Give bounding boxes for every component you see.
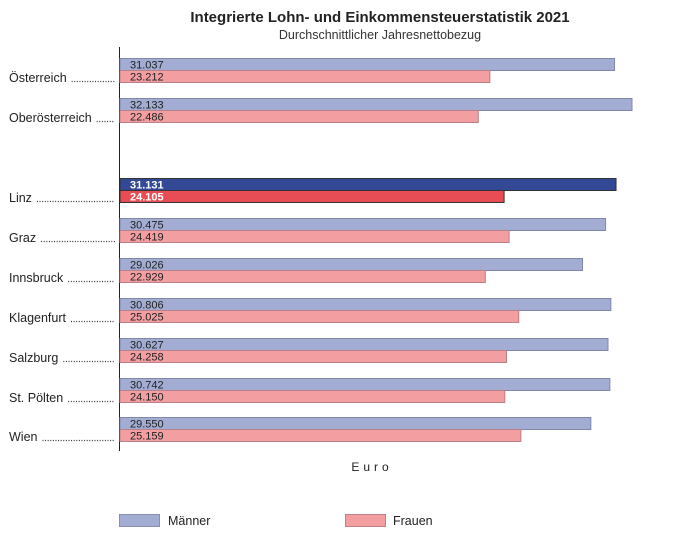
x-axis-label: Euro — [351, 460, 392, 474]
bar-frauen — [119, 270, 486, 283]
chart-title: Integrierte Lohn- und Einkommensteuersta… — [190, 9, 570, 26]
bar-maenner — [119, 298, 612, 311]
bar-frauen — [119, 230, 510, 243]
data-label: 24.419 — [130, 232, 164, 244]
data-label: 25.159 — [130, 431, 164, 443]
category-label: Wien — [9, 430, 38, 444]
category-label: Innsbruck — [9, 271, 64, 285]
bar-maenner — [119, 378, 611, 391]
bar-frauen — [119, 70, 491, 83]
data-label: 30.627 — [130, 340, 164, 352]
bar-maenner — [119, 258, 583, 271]
data-label: 32.133 — [130, 100, 164, 112]
data-label: 31.037 — [130, 60, 164, 72]
legend-swatch-frauen — [345, 514, 386, 527]
legend-label-frauen: Frauen — [393, 514, 433, 528]
category-label: Österreich — [9, 71, 67, 85]
bar-maenner — [119, 417, 592, 430]
category-label: Salzburg — [9, 351, 58, 365]
bar-maenner — [119, 58, 616, 71]
data-label: 24.105 — [130, 192, 164, 204]
category-label: Graz — [9, 231, 36, 245]
bar-maenner — [119, 178, 617, 191]
data-label: 25.025 — [130, 312, 164, 324]
bar-maenner — [119, 338, 609, 351]
bar-maenner — [119, 98, 633, 111]
bar-frauen — [119, 190, 505, 203]
data-label: 30.806 — [130, 300, 164, 312]
legend: Männer Frauen — [119, 514, 433, 528]
bar-frauen — [119, 310, 520, 323]
legend-swatch-maenner — [119, 514, 160, 527]
category-label: Klagenfurt — [9, 311, 67, 325]
data-label: 31.131 — [130, 180, 164, 192]
data-label: 29.026 — [130, 260, 164, 272]
bar-frauen — [119, 390, 506, 403]
category-label: Linz — [9, 191, 32, 205]
bar-maenner — [119, 218, 607, 231]
data-label: 29.550 — [130, 419, 164, 431]
category-label: Oberösterreich — [9, 111, 92, 125]
bar-frauen — [119, 429, 522, 442]
data-label: 23.212 — [130, 72, 164, 84]
data-label: 24.150 — [130, 392, 164, 404]
bar-frauen — [119, 350, 508, 363]
bar-frauen — [119, 110, 479, 123]
data-label: 30.475 — [130, 220, 164, 232]
data-label: 24.258 — [130, 352, 164, 364]
data-label: 22.929 — [130, 272, 164, 284]
data-label: 30.742 — [130, 380, 164, 392]
category-label: St. Pölten — [9, 391, 63, 405]
data-label: 22.486 — [130, 112, 164, 124]
chart-subtitle: Durchschnittlicher Jahresnettobezug — [278, 28, 482, 42]
legend-label-maenner: Männer — [168, 514, 210, 528]
